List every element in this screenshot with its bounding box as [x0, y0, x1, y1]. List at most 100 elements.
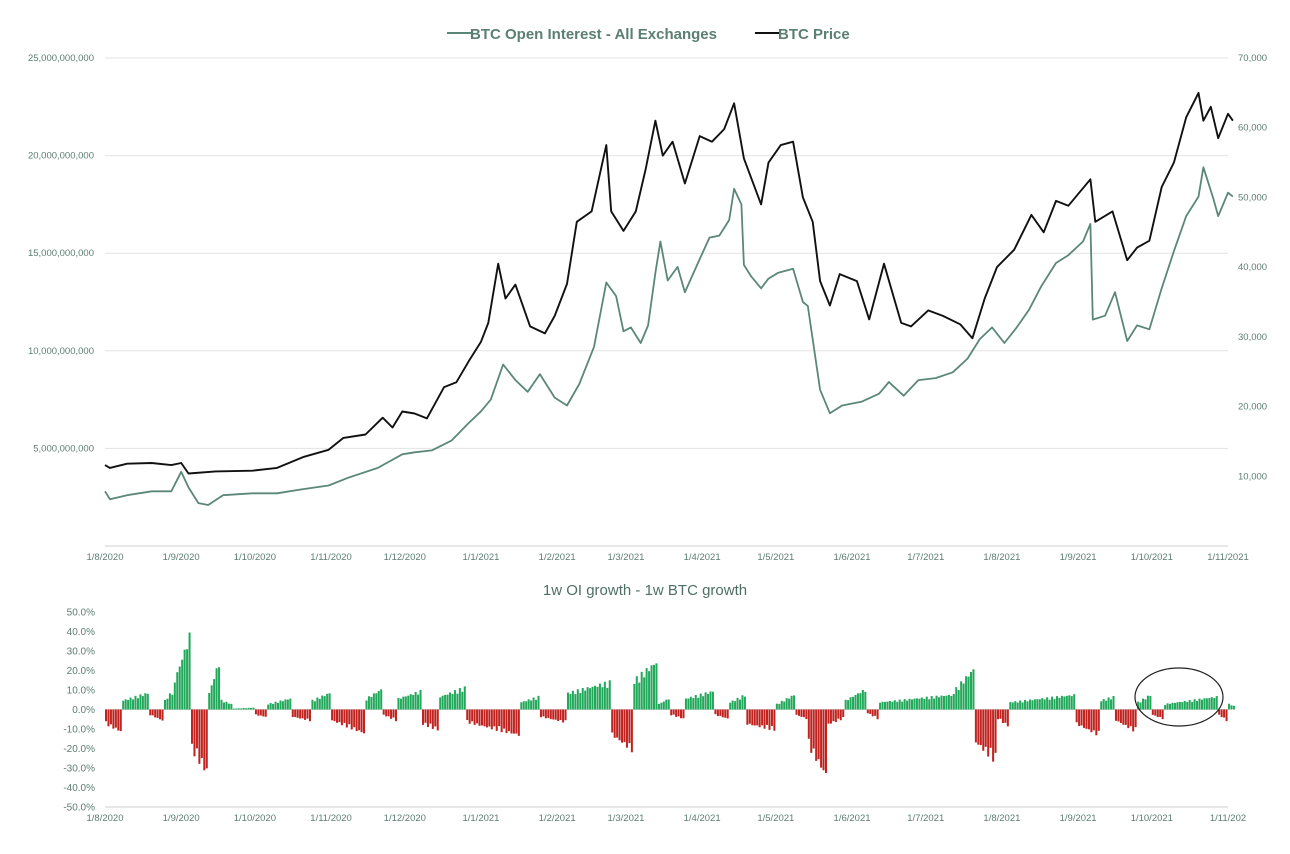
growth-bar [230, 703, 233, 710]
growth-bar [1073, 694, 1076, 710]
growth-bar [1186, 701, 1189, 710]
growth-bar [181, 659, 184, 710]
bottom-gridlines [105, 709, 1228, 808]
growth-bar [195, 709, 198, 749]
growth-bar [316, 697, 319, 710]
growth-bar [1097, 709, 1100, 731]
growth-bar [623, 709, 626, 743]
growth-bar [999, 709, 1002, 719]
growth-bar [1092, 709, 1095, 731]
growth-bar [380, 689, 383, 710]
growth-bar [306, 709, 309, 719]
growth-bar [483, 709, 486, 727]
growth-bar [537, 695, 540, 710]
growth-bar [122, 700, 125, 710]
growth-bar [213, 679, 216, 710]
growth-bar [584, 690, 587, 710]
growth-bar [802, 709, 805, 718]
growth-bar [409, 694, 412, 710]
growth-bar [441, 695, 444, 710]
growth-bar [168, 693, 171, 710]
growth-bar [375, 693, 378, 710]
growth-bar [1159, 709, 1162, 717]
growth-bar [161, 709, 164, 721]
growth-bar [689, 696, 692, 710]
growth-bar [476, 709, 479, 724]
growth-bar [365, 700, 368, 710]
growth-bar [198, 709, 201, 764]
growth-bar [962, 683, 965, 710]
growth-bar [539, 709, 542, 718]
growth-bar [1065, 695, 1068, 710]
growth-bar [677, 709, 680, 717]
growth-bar [466, 709, 469, 721]
growth-bar [903, 699, 906, 710]
growth-bar [621, 709, 624, 743]
growth-bar [1144, 699, 1147, 710]
growth-bar [1141, 698, 1145, 710]
bottom-y-tick-label: 10.0% [67, 686, 95, 697]
growth-bar [785, 698, 788, 710]
bottom-y-tick-label: 40.0% [67, 627, 95, 638]
growth-bar [1193, 699, 1196, 710]
growth-bar [328, 693, 331, 710]
growth-bar [881, 701, 884, 710]
growth-bar [969, 671, 972, 710]
growth-bar [478, 709, 481, 726]
growth-bar [463, 686, 466, 710]
growth-bar [321, 695, 324, 710]
growth-bar [1200, 699, 1203, 710]
growth-bar [220, 699, 223, 710]
growth-bar [1220, 709, 1223, 718]
top-x-tick-label: 1/7/2021 [907, 552, 944, 563]
growth-bar [485, 709, 488, 728]
growth-bar [611, 709, 614, 733]
growth-bar [709, 691, 712, 710]
growth-bar [856, 693, 859, 710]
growth-bar [1033, 699, 1036, 710]
growth-bar [736, 697, 739, 710]
top-x-tick-label: 1/8/2020 [87, 552, 124, 563]
growth-bar [633, 683, 636, 710]
growth-bar [879, 702, 882, 710]
growth-bar [957, 690, 960, 710]
growth-bar [1080, 709, 1083, 726]
bottom-x-tick-label: 1/12/2020 [384, 813, 426, 824]
growth-bar [908, 698, 911, 710]
growth-bar [456, 693, 459, 710]
growth-bar [1110, 699, 1113, 710]
growth-bar [1021, 702, 1024, 710]
top-left-tick-label: 25,000,000,000 [28, 53, 94, 64]
growth-bar [871, 709, 874, 717]
growth-bar [286, 699, 289, 710]
growth-bar [1151, 709, 1154, 715]
growth-bar [888, 700, 891, 710]
bottom-x-tick-label: 1/10/2020 [234, 813, 276, 824]
growth-bar [989, 709, 992, 748]
growth-bar [1183, 700, 1186, 710]
growth-bar [1070, 696, 1073, 710]
top-x-tick-label: 1/3/2021 [607, 552, 644, 563]
growth-bar [348, 709, 351, 725]
growth-bar [188, 632, 191, 710]
growth-bar [304, 709, 307, 720]
growth-bar [1011, 702, 1014, 710]
growth-bar [896, 701, 899, 710]
growth-bar [640, 671, 643, 710]
growth-bar [955, 687, 958, 710]
growth-bar [1169, 703, 1172, 710]
growth-bar [820, 709, 823, 768]
top-x-tick-label: 1/6/2021 [834, 552, 871, 563]
growth-bar [439, 697, 442, 710]
growth-bar [468, 709, 471, 724]
growth-bar [1038, 699, 1041, 710]
growth-bar [1068, 695, 1071, 710]
growth-bar [1139, 702, 1142, 710]
growth-bar [731, 700, 734, 710]
growth-bar [446, 694, 449, 710]
growth-bar [350, 709, 353, 730]
growth-bar [530, 700, 533, 710]
growth-bar [144, 693, 147, 710]
growth-bar [215, 668, 218, 710]
top-right-tick-label: 30,000 [1238, 332, 1267, 343]
